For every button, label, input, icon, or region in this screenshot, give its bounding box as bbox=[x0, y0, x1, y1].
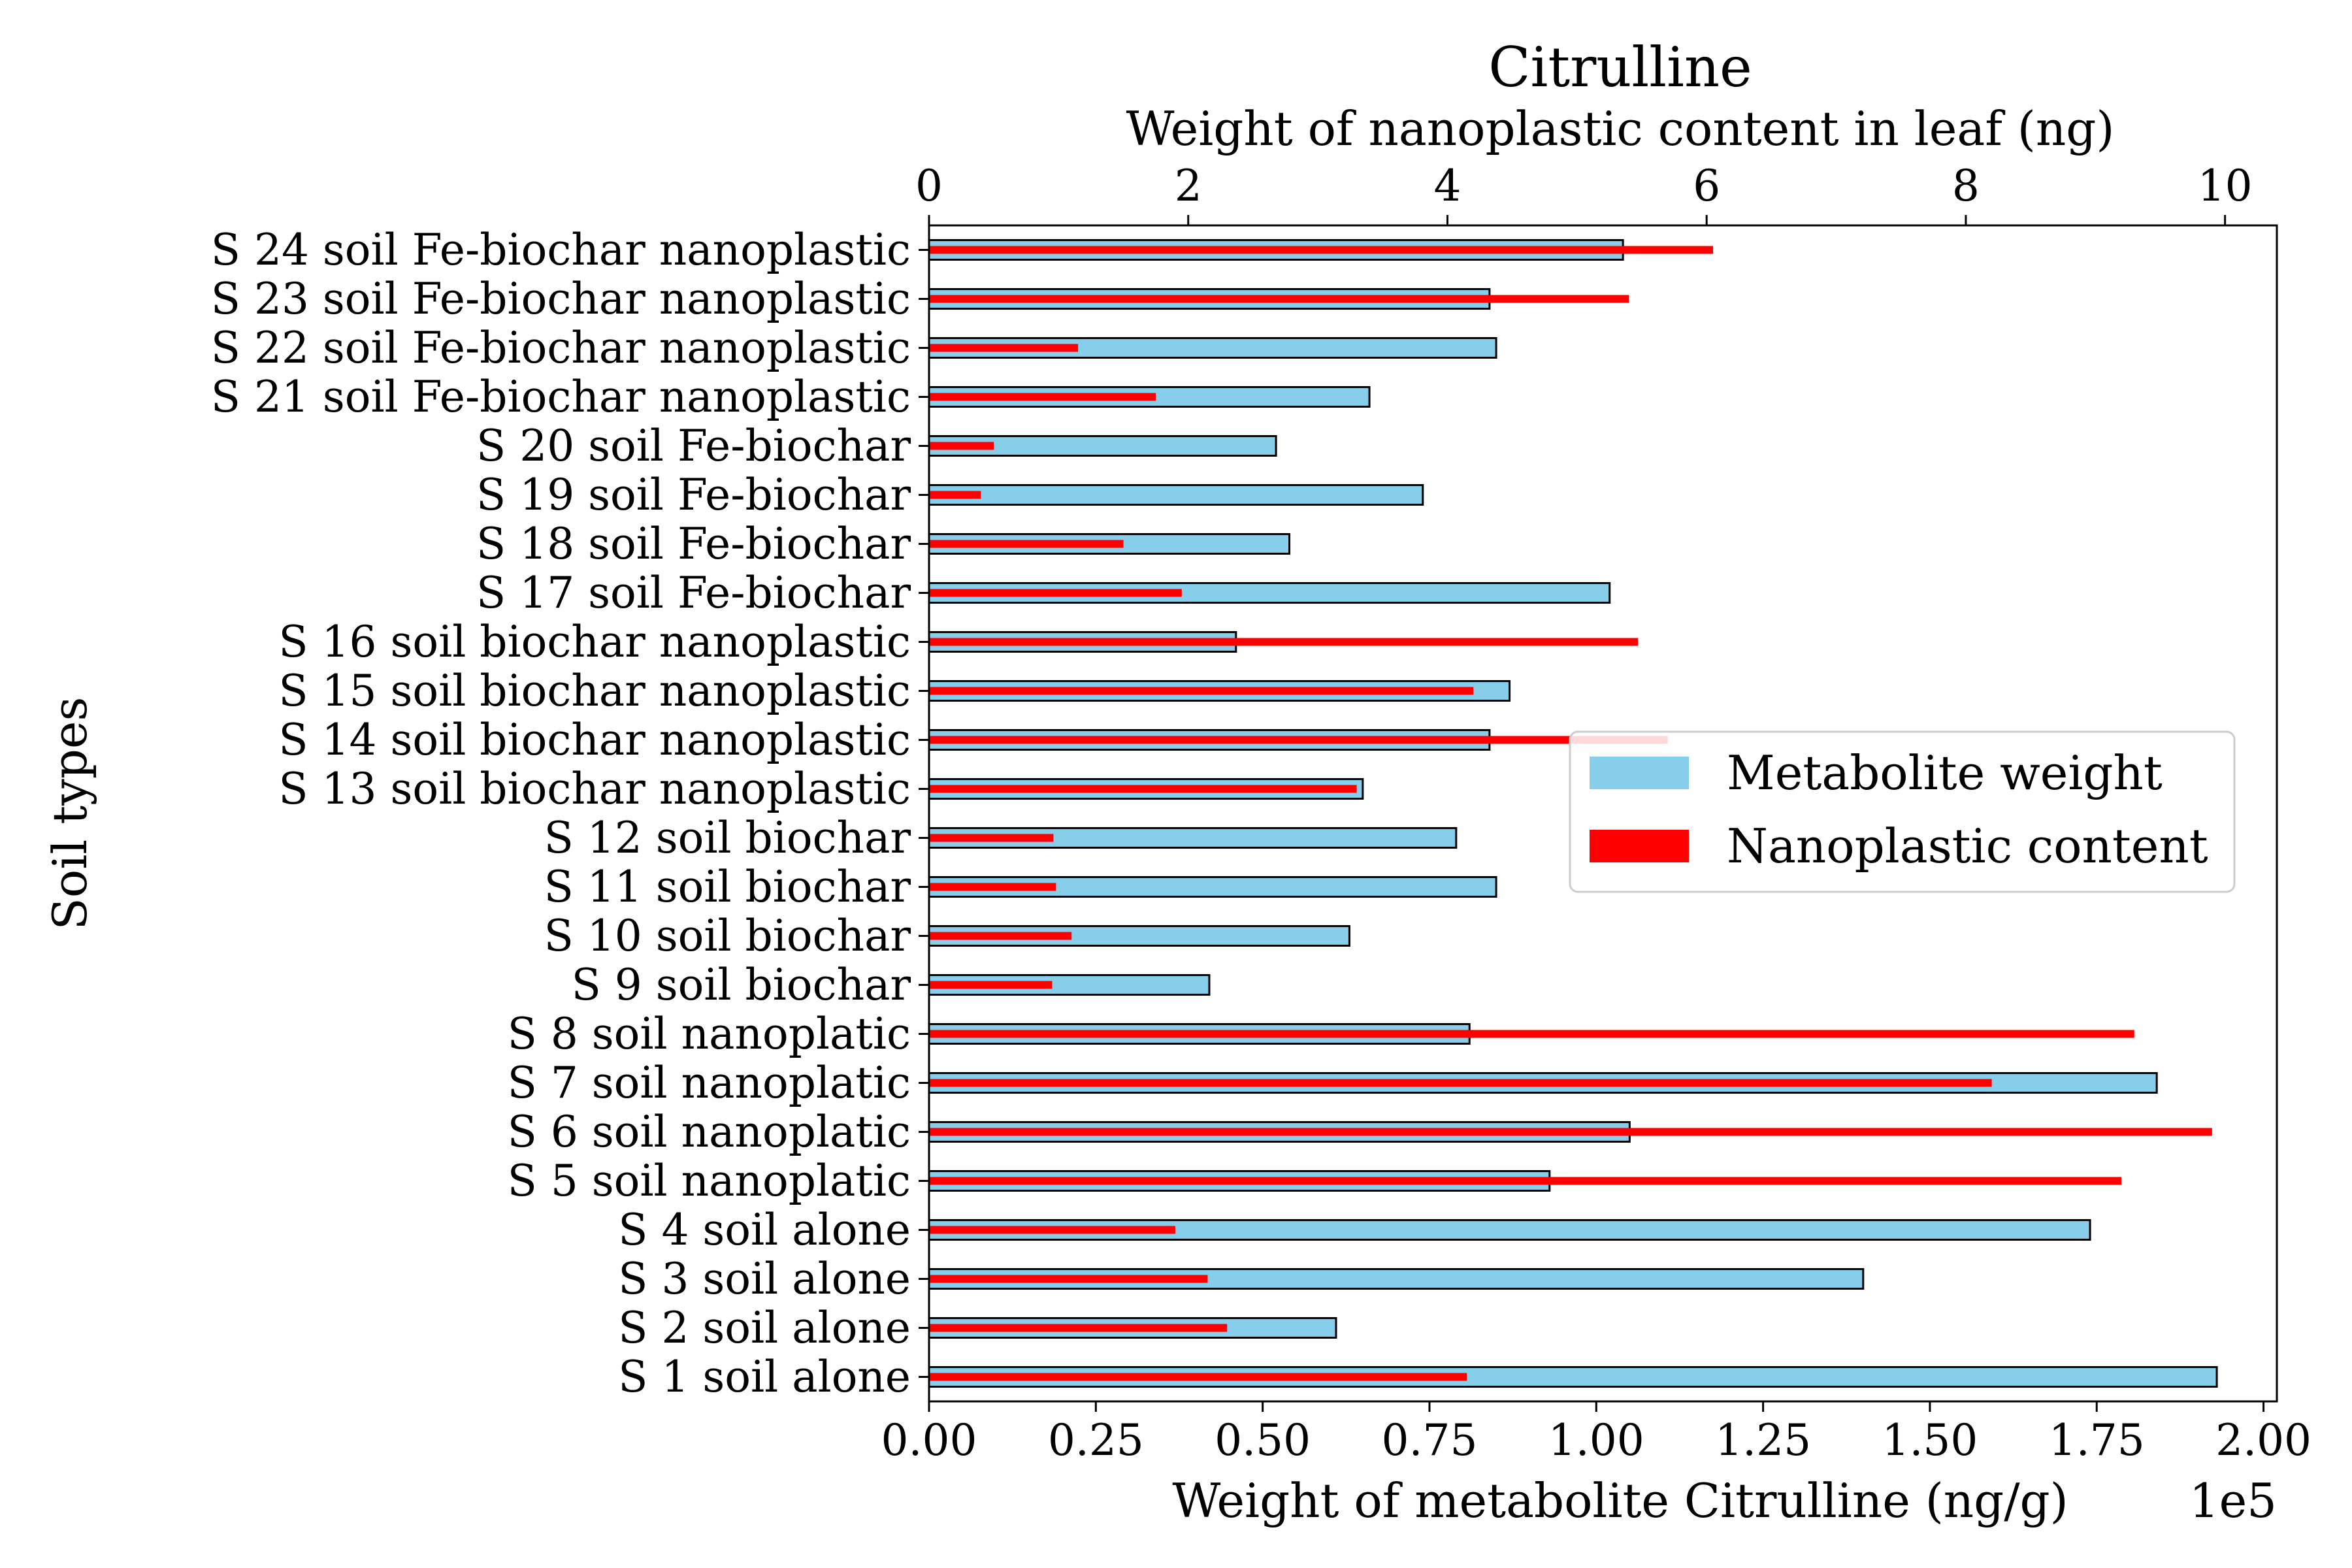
y-tick-label: S 20 soil Fe-biochar bbox=[476, 421, 911, 471]
y-tick-label: S 23 soil Fe-biochar nanoplastic bbox=[211, 274, 911, 324]
y-tick-label: S 19 soil Fe-biochar bbox=[476, 470, 911, 520]
top-x-tick-label: 10 bbox=[2198, 161, 2253, 211]
nanoplastic-bar bbox=[929, 1177, 2121, 1185]
y-tick-label: S 16 soil biochar nanoplastic bbox=[278, 617, 911, 667]
nanoplastic-bar bbox=[929, 1373, 1467, 1381]
y-tick-label: S 21 soil Fe-biochar nanoplastic bbox=[211, 372, 911, 422]
nanoplastic-bar bbox=[929, 344, 1079, 352]
y-tick-label: S 17 soil Fe-biochar bbox=[476, 568, 911, 618]
top-x-tick-label: 8 bbox=[1952, 161, 1980, 211]
y-tick-label: S 22 soil Fe-biochar nanoplastic bbox=[211, 323, 911, 373]
nanoplastic-bar bbox=[929, 736, 1668, 744]
metabolite-bar bbox=[928, 484, 1424, 506]
y-axis-label: Soil types bbox=[42, 697, 97, 930]
nanoplastic-bar bbox=[929, 883, 1056, 891]
top-axis-label: Weight of nanoplastic content in leaf (n… bbox=[1126, 101, 2115, 156]
bottom-x-tick-label: 0.75 bbox=[1381, 1415, 1477, 1465]
nanoplastic-bar bbox=[929, 1226, 1175, 1234]
bottom-x-tick-label: 0.25 bbox=[1048, 1415, 1144, 1465]
legend-swatch-nanoplastic bbox=[1590, 830, 1689, 862]
nanoplastic-bar bbox=[929, 1128, 2212, 1136]
nanoplastic-bar bbox=[929, 442, 994, 450]
nanoplastic-bar bbox=[929, 932, 1072, 940]
y-tick-label: S 13 soil biochar nanoplastic bbox=[278, 764, 911, 814]
bottom-x-tick-label: 2.00 bbox=[2215, 1415, 2311, 1465]
top-x-tick-label: 2 bbox=[1175, 161, 1202, 211]
bottom-axis-offset-text: 1e5 bbox=[2189, 1473, 2277, 1528]
nanoplastic-bar bbox=[929, 1030, 2134, 1038]
top-x-tick-label: 4 bbox=[1433, 161, 1461, 211]
y-tick-label: S 9 soil biochar bbox=[572, 960, 911, 1010]
nanoplastic-bar bbox=[929, 785, 1357, 793]
y-tick-label: S 4 soil alone bbox=[618, 1205, 911, 1255]
legend-box bbox=[1569, 730, 2236, 893]
y-tick-label: S 10 soil biochar bbox=[544, 911, 911, 961]
nanoplastic-bar bbox=[929, 1079, 1992, 1087]
legend-swatch-metabolite bbox=[1590, 757, 1689, 789]
legend-label-metabolite: Metabolite weight bbox=[1727, 745, 2163, 800]
nanoplastic-bar bbox=[929, 246, 1714, 254]
nanoplastic-bar bbox=[929, 295, 1629, 303]
y-tick-label: S 12 soil biochar bbox=[544, 813, 911, 863]
bottom-x-tick-label: 1.00 bbox=[1548, 1415, 1644, 1465]
y-tick-label: S 8 soil nanoplatic bbox=[508, 1009, 911, 1059]
y-tick-label: S 24 soil Fe-biochar nanoplastic bbox=[211, 225, 911, 275]
y-tick-label: S 2 soil alone bbox=[618, 1303, 911, 1353]
chart-title: Citrulline bbox=[1488, 35, 1752, 99]
y-tick-label: S 5 soil nanoplatic bbox=[508, 1156, 911, 1206]
bottom-x-tick-label: 1.50 bbox=[1882, 1415, 1978, 1465]
y-tick-label: S 6 soil nanoplatic bbox=[508, 1107, 911, 1157]
nanoplastic-bar bbox=[929, 687, 1474, 695]
y-tick-label: S 3 soil alone bbox=[618, 1254, 911, 1304]
nanoplastic-bar bbox=[929, 1324, 1228, 1332]
bottom-x-tick-label: 0.50 bbox=[1215, 1415, 1311, 1465]
nanoplastic-bar bbox=[929, 638, 1639, 646]
bottom-x-tick-label: 0.00 bbox=[881, 1415, 977, 1465]
y-tick-label: S 14 soil biochar nanoplastic bbox=[278, 715, 911, 765]
nanoplastic-bar bbox=[929, 1275, 1208, 1283]
y-tick-label: S 1 soil alone bbox=[618, 1352, 911, 1402]
nanoplastic-bar bbox=[929, 491, 981, 499]
nanoplastic-bar bbox=[929, 393, 1156, 401]
bottom-x-tick-label: 1.75 bbox=[2049, 1415, 2145, 1465]
nanoplastic-bar bbox=[929, 540, 1124, 548]
nanoplastic-bar bbox=[929, 834, 1054, 842]
legend-label-nanoplastic: Nanoplastic content bbox=[1727, 819, 2208, 874]
nanoplastic-bar bbox=[929, 589, 1182, 597]
top-x-tick-label: 0 bbox=[915, 161, 943, 211]
nanoplastic-bar bbox=[929, 981, 1053, 989]
y-tick-label: S 7 soil nanoplatic bbox=[508, 1058, 911, 1108]
y-tick-label: S 11 soil biochar bbox=[544, 862, 911, 912]
bottom-axis-label: Weight of metabolite Citrulline (ng/g) bbox=[1172, 1473, 2068, 1528]
top-x-tick-label: 6 bbox=[1693, 161, 1720, 211]
y-tick-label: S 15 soil biochar nanoplastic bbox=[278, 666, 911, 716]
y-tick-label: S 18 soil Fe-biochar bbox=[476, 519, 911, 569]
plot-frame bbox=[928, 224, 2278, 1403]
bottom-x-tick-label: 1.25 bbox=[1715, 1415, 1811, 1465]
